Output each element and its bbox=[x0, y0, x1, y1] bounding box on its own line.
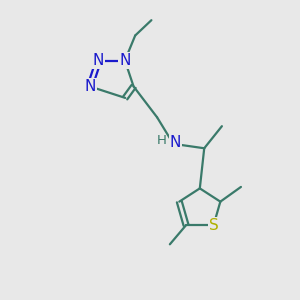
Text: N: N bbox=[93, 53, 104, 68]
Text: H: H bbox=[157, 134, 167, 147]
Text: N: N bbox=[170, 135, 182, 150]
Text: N: N bbox=[84, 79, 96, 94]
Text: S: S bbox=[209, 218, 218, 233]
Text: N: N bbox=[119, 53, 130, 68]
